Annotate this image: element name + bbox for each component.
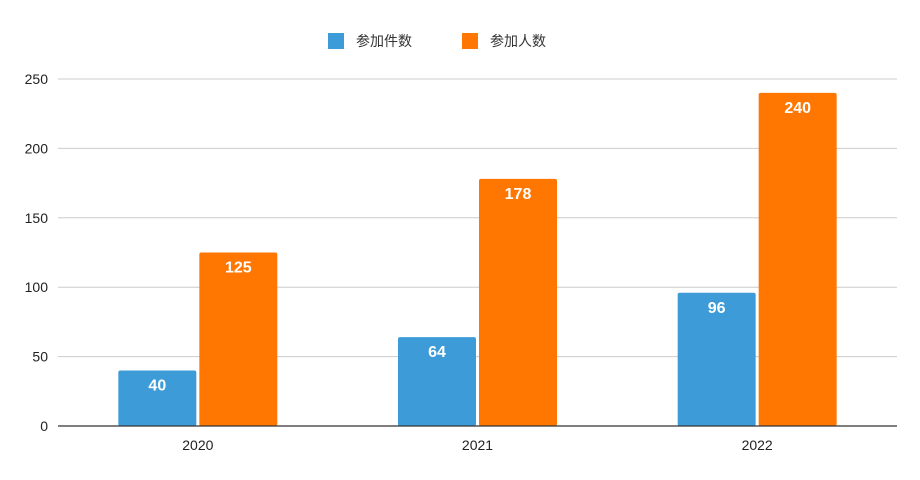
data-label: 178 [505,186,532,203]
bar-参加人数-2021 [479,178,557,426]
gridlines [58,78,897,358]
y-tick-label: 100 [25,279,49,295]
bar-参加件数-2020 [118,370,197,426]
bar-参加件数-2021 [398,337,476,426]
y-tick-label: 150 [25,210,49,226]
data-label: 64 [428,344,446,361]
x-tick-label: 2021 [462,437,493,453]
data-label: 125 [225,260,252,277]
legend-swatch [328,33,344,49]
data-label: 96 [708,300,726,317]
x-tick-label: 2022 [742,437,773,453]
x-tick-label: 2020 [182,437,213,453]
bar-参加人数-2022 [758,92,837,426]
y-tick-label: 200 [25,140,49,156]
y-tick-label: 250 [25,71,49,87]
legend-label: 参加人数 [490,33,546,50]
legend: 参加件数 参加人数 [328,33,546,50]
legend-item: 参加人数 [462,33,546,50]
y-tick-label: 0 [40,418,48,434]
legend-item: 参加件数 [328,33,412,50]
legend-swatch [462,33,478,49]
legend-label: 参加件数 [356,33,412,50]
axes: 0 50 100 150 200 250 2020 2021 2022 [25,71,897,453]
data-label: 40 [148,377,166,394]
bar-参加件数-2022 [677,292,756,426]
bar-参加人数-2020 [199,252,278,426]
data-label: 240 [784,100,811,117]
bars: 40 125 64 178 96 240 [118,92,837,426]
y-tick-label: 50 [32,349,48,365]
